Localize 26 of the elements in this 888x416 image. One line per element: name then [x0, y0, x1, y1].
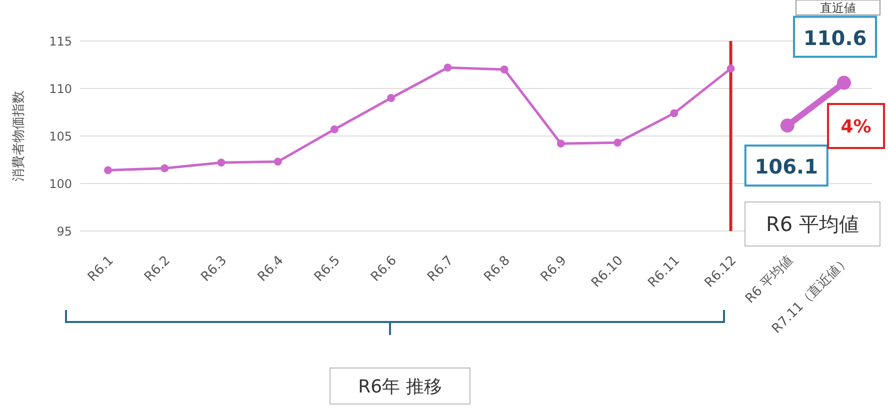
y-tick-label: 100: [49, 176, 72, 191]
point: [500, 66, 508, 74]
point: [670, 109, 678, 118]
point: [444, 64, 452, 72]
y-tick-label: 105: [49, 129, 72, 144]
point: [387, 94, 396, 102]
y-tick-label: 110: [49, 82, 72, 96]
point: [837, 76, 851, 90]
annotation: R6 平均値: [766, 212, 859, 236]
point: [726, 64, 735, 73]
y-axis-title: 消費者物価指数: [12, 90, 27, 182]
text: 直近値: [820, 0, 856, 15]
y-tick-label: 115: [49, 34, 72, 48]
point: [614, 138, 622, 147]
point: [274, 158, 282, 166]
point: [330, 125, 338, 134]
annotation: 4%: [840, 116, 872, 138]
data-label: 106.1: [754, 154, 818, 179]
point: [780, 118, 794, 133]
point: [104, 166, 112, 174]
point: [217, 158, 226, 167]
text: R6年 推移: [358, 376, 442, 398]
point: [160, 164, 169, 172]
data-label: 110.6: [803, 26, 867, 50]
y-tick-label: 95: [56, 224, 72, 238]
point: [556, 140, 565, 148]
